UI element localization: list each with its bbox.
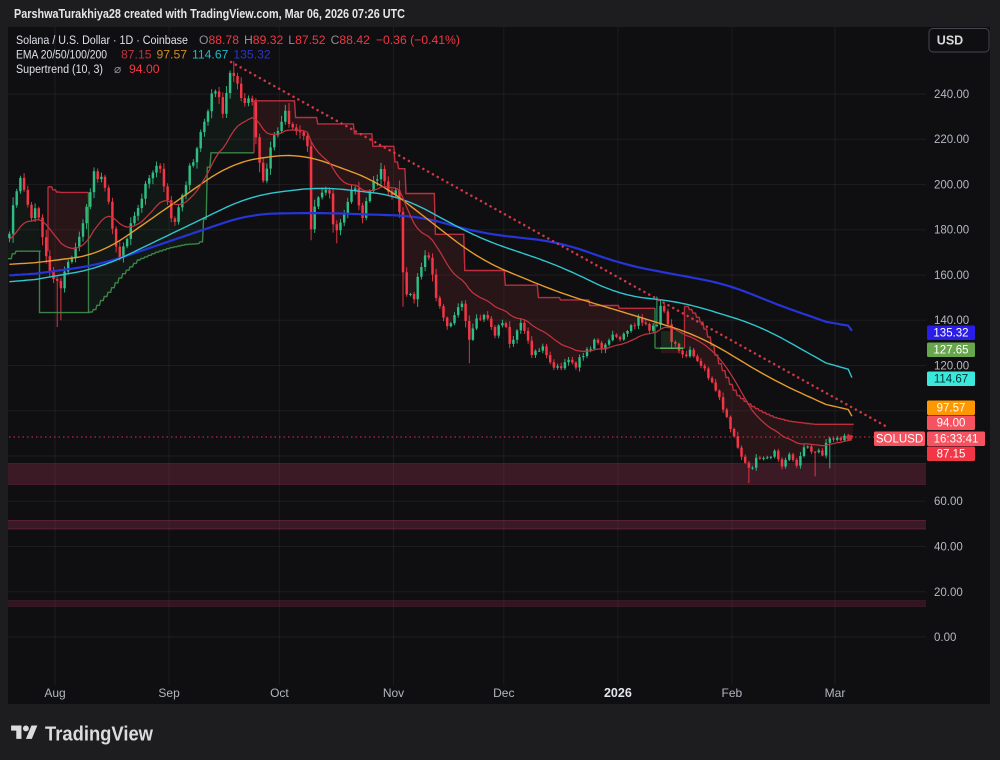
svg-text:Solana / U.S. Dollar · 1D · Co: Solana / U.S. Dollar · 1D · Coinbase	[16, 33, 188, 47]
svg-text:2026: 2026	[604, 686, 632, 700]
svg-text:Aug: Aug	[44, 686, 65, 700]
svg-text:94.00: 94.00	[129, 62, 160, 76]
svg-text:20.00: 20.00	[934, 587, 963, 599]
svg-text:120.00: 120.00	[934, 361, 969, 373]
svg-text:220.00: 220.00	[934, 134, 969, 146]
svg-text:140.00: 140.00	[934, 315, 969, 327]
svg-text:ParshwaTurakhiya28 created wit: ParshwaTurakhiya28 created with TradingV…	[14, 7, 405, 21]
svg-text:Oct: Oct	[270, 686, 289, 700]
svg-text:Nov: Nov	[383, 686, 404, 700]
svg-text:SOLUSD: SOLUSD	[876, 434, 923, 446]
svg-text:16:33:41: 16:33:41	[934, 434, 979, 446]
svg-text:0.00: 0.00	[934, 632, 956, 644]
svg-text:TradingView: TradingView	[45, 724, 153, 746]
svg-text:127.65: 127.65	[933, 345, 968, 357]
svg-text:EMA 20/50/100/200: EMA 20/50/100/200	[16, 48, 107, 62]
svg-text:60.00: 60.00	[934, 496, 963, 508]
svg-text:Sep: Sep	[158, 686, 180, 700]
svg-text:180.00: 180.00	[934, 225, 969, 237]
svg-text:Mar: Mar	[825, 686, 846, 700]
svg-text:135.32: 135.32	[933, 328, 968, 340]
svg-text:94.00: 94.00	[937, 418, 966, 430]
svg-text:200.00: 200.00	[934, 180, 969, 192]
svg-text:Dec: Dec	[493, 686, 514, 700]
svg-text:160.00: 160.00	[934, 270, 969, 282]
svg-text:Feb: Feb	[722, 686, 743, 700]
svg-text:⌀: ⌀	[114, 62, 121, 76]
svg-text:240.00: 240.00	[934, 89, 969, 101]
svg-text:87.15: 87.15	[937, 449, 966, 461]
svg-text:USD: USD	[937, 34, 963, 48]
svg-text:114.67: 114.67	[934, 374, 968, 386]
svg-text:40.00: 40.00	[934, 542, 963, 554]
svg-text:Supertrend (10, 3): Supertrend (10, 3)	[16, 62, 103, 76]
svg-text:97.57: 97.57	[937, 403, 966, 415]
